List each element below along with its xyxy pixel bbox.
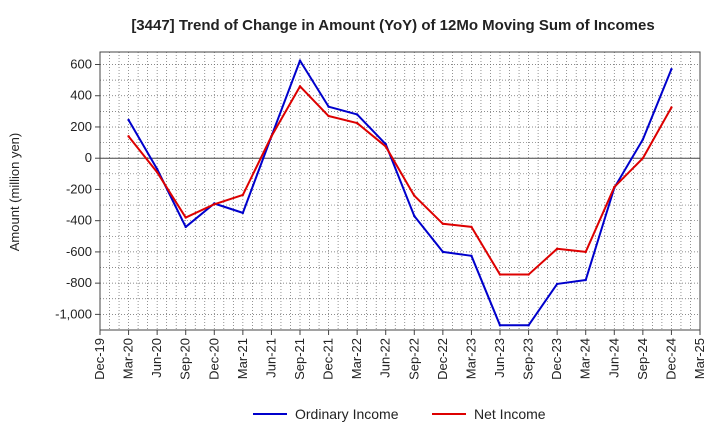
data-point — [470, 254, 473, 258]
x-tick-label: Sep-22 — [406, 338, 421, 380]
data-point — [413, 194, 416, 197]
data-point — [184, 225, 187, 229]
y-tick-label: 0 — [85, 150, 92, 165]
data-point — [127, 118, 130, 122]
y-tick-label: -1,000 — [55, 306, 92, 321]
data-point — [670, 106, 673, 109]
x-tick-label: Jun-21 — [263, 338, 278, 378]
y-tick-label: 600 — [70, 56, 92, 71]
x-tick-label: Jun-23 — [492, 338, 507, 378]
data-point — [355, 113, 359, 116]
x-tick-label: Mar-20 — [121, 338, 136, 379]
x-tick-label: Dec-24 — [663, 338, 678, 380]
y-tick-label: -400 — [66, 213, 92, 228]
data-point — [327, 114, 330, 118]
data-point — [584, 278, 587, 282]
legend: Ordinary Income Net Income — [253, 406, 546, 422]
y-axis-label: Amount (million yen) — [7, 133, 22, 252]
x-tick-label: Jun-22 — [378, 338, 393, 378]
x-tick-label: Dec-20 — [206, 338, 221, 380]
x-tick-label: Mar-24 — [578, 338, 593, 379]
y-tick-label: -200 — [66, 181, 92, 196]
series-line-ordinary-income — [127, 59, 673, 327]
x-tick-label: Dec-21 — [321, 338, 336, 380]
x-tick-label: Dec-22 — [435, 338, 450, 380]
data-point — [527, 273, 530, 276]
data-point — [270, 135, 273, 138]
data-point — [355, 121, 359, 125]
x-tick-label: Mar-22 — [349, 338, 364, 379]
data-point — [498, 273, 502, 276]
data-point — [241, 193, 245, 197]
data-point — [641, 138, 645, 141]
x-tick-label: Jun-20 — [149, 338, 164, 378]
data-point — [327, 105, 330, 108]
x-tick-label: Sep-20 — [178, 338, 193, 380]
data-point — [184, 216, 187, 219]
data-point — [498, 324, 502, 327]
x-tick-label: Sep-21 — [292, 338, 307, 380]
plot-frame — [99, 51, 701, 331]
legend-label: Ordinary Income — [295, 406, 399, 422]
x-tick-label: Dec-23 — [549, 338, 564, 380]
data-point — [241, 211, 245, 215]
plot-background — [100, 52, 700, 330]
data-point — [613, 185, 616, 189]
series-line-net-income — [127, 85, 673, 276]
legend-label: Net Income — [474, 406, 546, 422]
data-point — [555, 282, 559, 286]
x-tick-label: Mar-25 — [692, 338, 707, 379]
y-tick-label: 200 — [70, 119, 92, 134]
data-point — [127, 135, 130, 138]
data-point — [441, 222, 445, 225]
x-tick-label: Sep-23 — [521, 338, 536, 380]
x-tick-label: Dec-19 — [92, 338, 107, 380]
data-point — [555, 247, 559, 250]
chart-title: [3447] Trend of Change in Amount (YoY) o… — [131, 17, 654, 34]
data-point — [413, 214, 416, 218]
y-tick-label: -800 — [66, 275, 92, 290]
data-point — [155, 167, 159, 171]
data-point — [298, 59, 302, 62]
data-point — [213, 203, 216, 206]
x-tick-label: Mar-23 — [463, 338, 478, 379]
x-tick-label: Sep-24 — [635, 338, 650, 380]
data-point — [441, 250, 445, 254]
x-tick-label: Mar-21 — [235, 338, 250, 379]
data-point — [641, 157, 645, 160]
data-point — [298, 85, 302, 88]
data-point — [584, 250, 587, 254]
y-tick-label: -600 — [66, 244, 92, 259]
data-point — [384, 145, 387, 148]
data-point — [155, 171, 159, 174]
y-tick-label: 400 — [70, 88, 92, 103]
data-point — [470, 225, 473, 229]
data-point — [670, 67, 673, 71]
x-tick-label: Jun-24 — [606, 338, 621, 378]
data-point — [527, 324, 530, 327]
plot-area: 600 400 200 0 -200 -400 -600 -800 -1,000 Dec-19 Ma… — [55, 51, 707, 380]
